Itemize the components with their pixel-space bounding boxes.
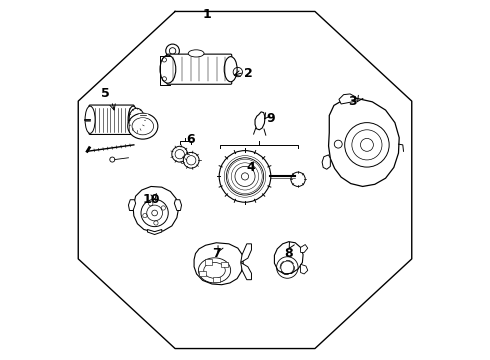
Polygon shape (339, 94, 356, 104)
Ellipse shape (85, 106, 95, 134)
Polygon shape (255, 112, 265, 130)
Polygon shape (133, 186, 179, 232)
Text: 4: 4 (246, 161, 255, 174)
Ellipse shape (172, 146, 188, 162)
Text: 3: 3 (348, 95, 357, 108)
Ellipse shape (129, 108, 145, 131)
Ellipse shape (224, 57, 237, 82)
Polygon shape (128, 200, 136, 211)
Ellipse shape (128, 106, 138, 134)
Polygon shape (241, 262, 251, 280)
Bar (220, 261, 228, 267)
FancyBboxPatch shape (167, 54, 232, 84)
Bar (199, 271, 206, 276)
Polygon shape (274, 242, 303, 274)
Polygon shape (241, 244, 251, 262)
Ellipse shape (183, 152, 199, 168)
Text: 2: 2 (244, 67, 253, 80)
Ellipse shape (166, 44, 179, 58)
Text: 10: 10 (142, 193, 160, 206)
Text: 5: 5 (101, 87, 110, 100)
Polygon shape (300, 264, 308, 274)
Polygon shape (147, 229, 162, 234)
Text: 9: 9 (267, 112, 275, 125)
FancyBboxPatch shape (89, 105, 134, 134)
Polygon shape (194, 243, 243, 285)
Ellipse shape (219, 150, 271, 202)
Ellipse shape (128, 113, 158, 139)
Polygon shape (329, 98, 399, 186)
Ellipse shape (188, 50, 204, 57)
Ellipse shape (160, 55, 176, 83)
Polygon shape (174, 200, 181, 211)
Bar (213, 277, 220, 283)
Text: 7: 7 (212, 247, 220, 260)
Text: 6: 6 (186, 133, 195, 146)
Text: 1: 1 (203, 8, 212, 21)
Polygon shape (322, 155, 330, 169)
Ellipse shape (291, 172, 305, 186)
Text: 8: 8 (284, 247, 293, 260)
Bar (205, 260, 212, 265)
Polygon shape (300, 244, 308, 252)
